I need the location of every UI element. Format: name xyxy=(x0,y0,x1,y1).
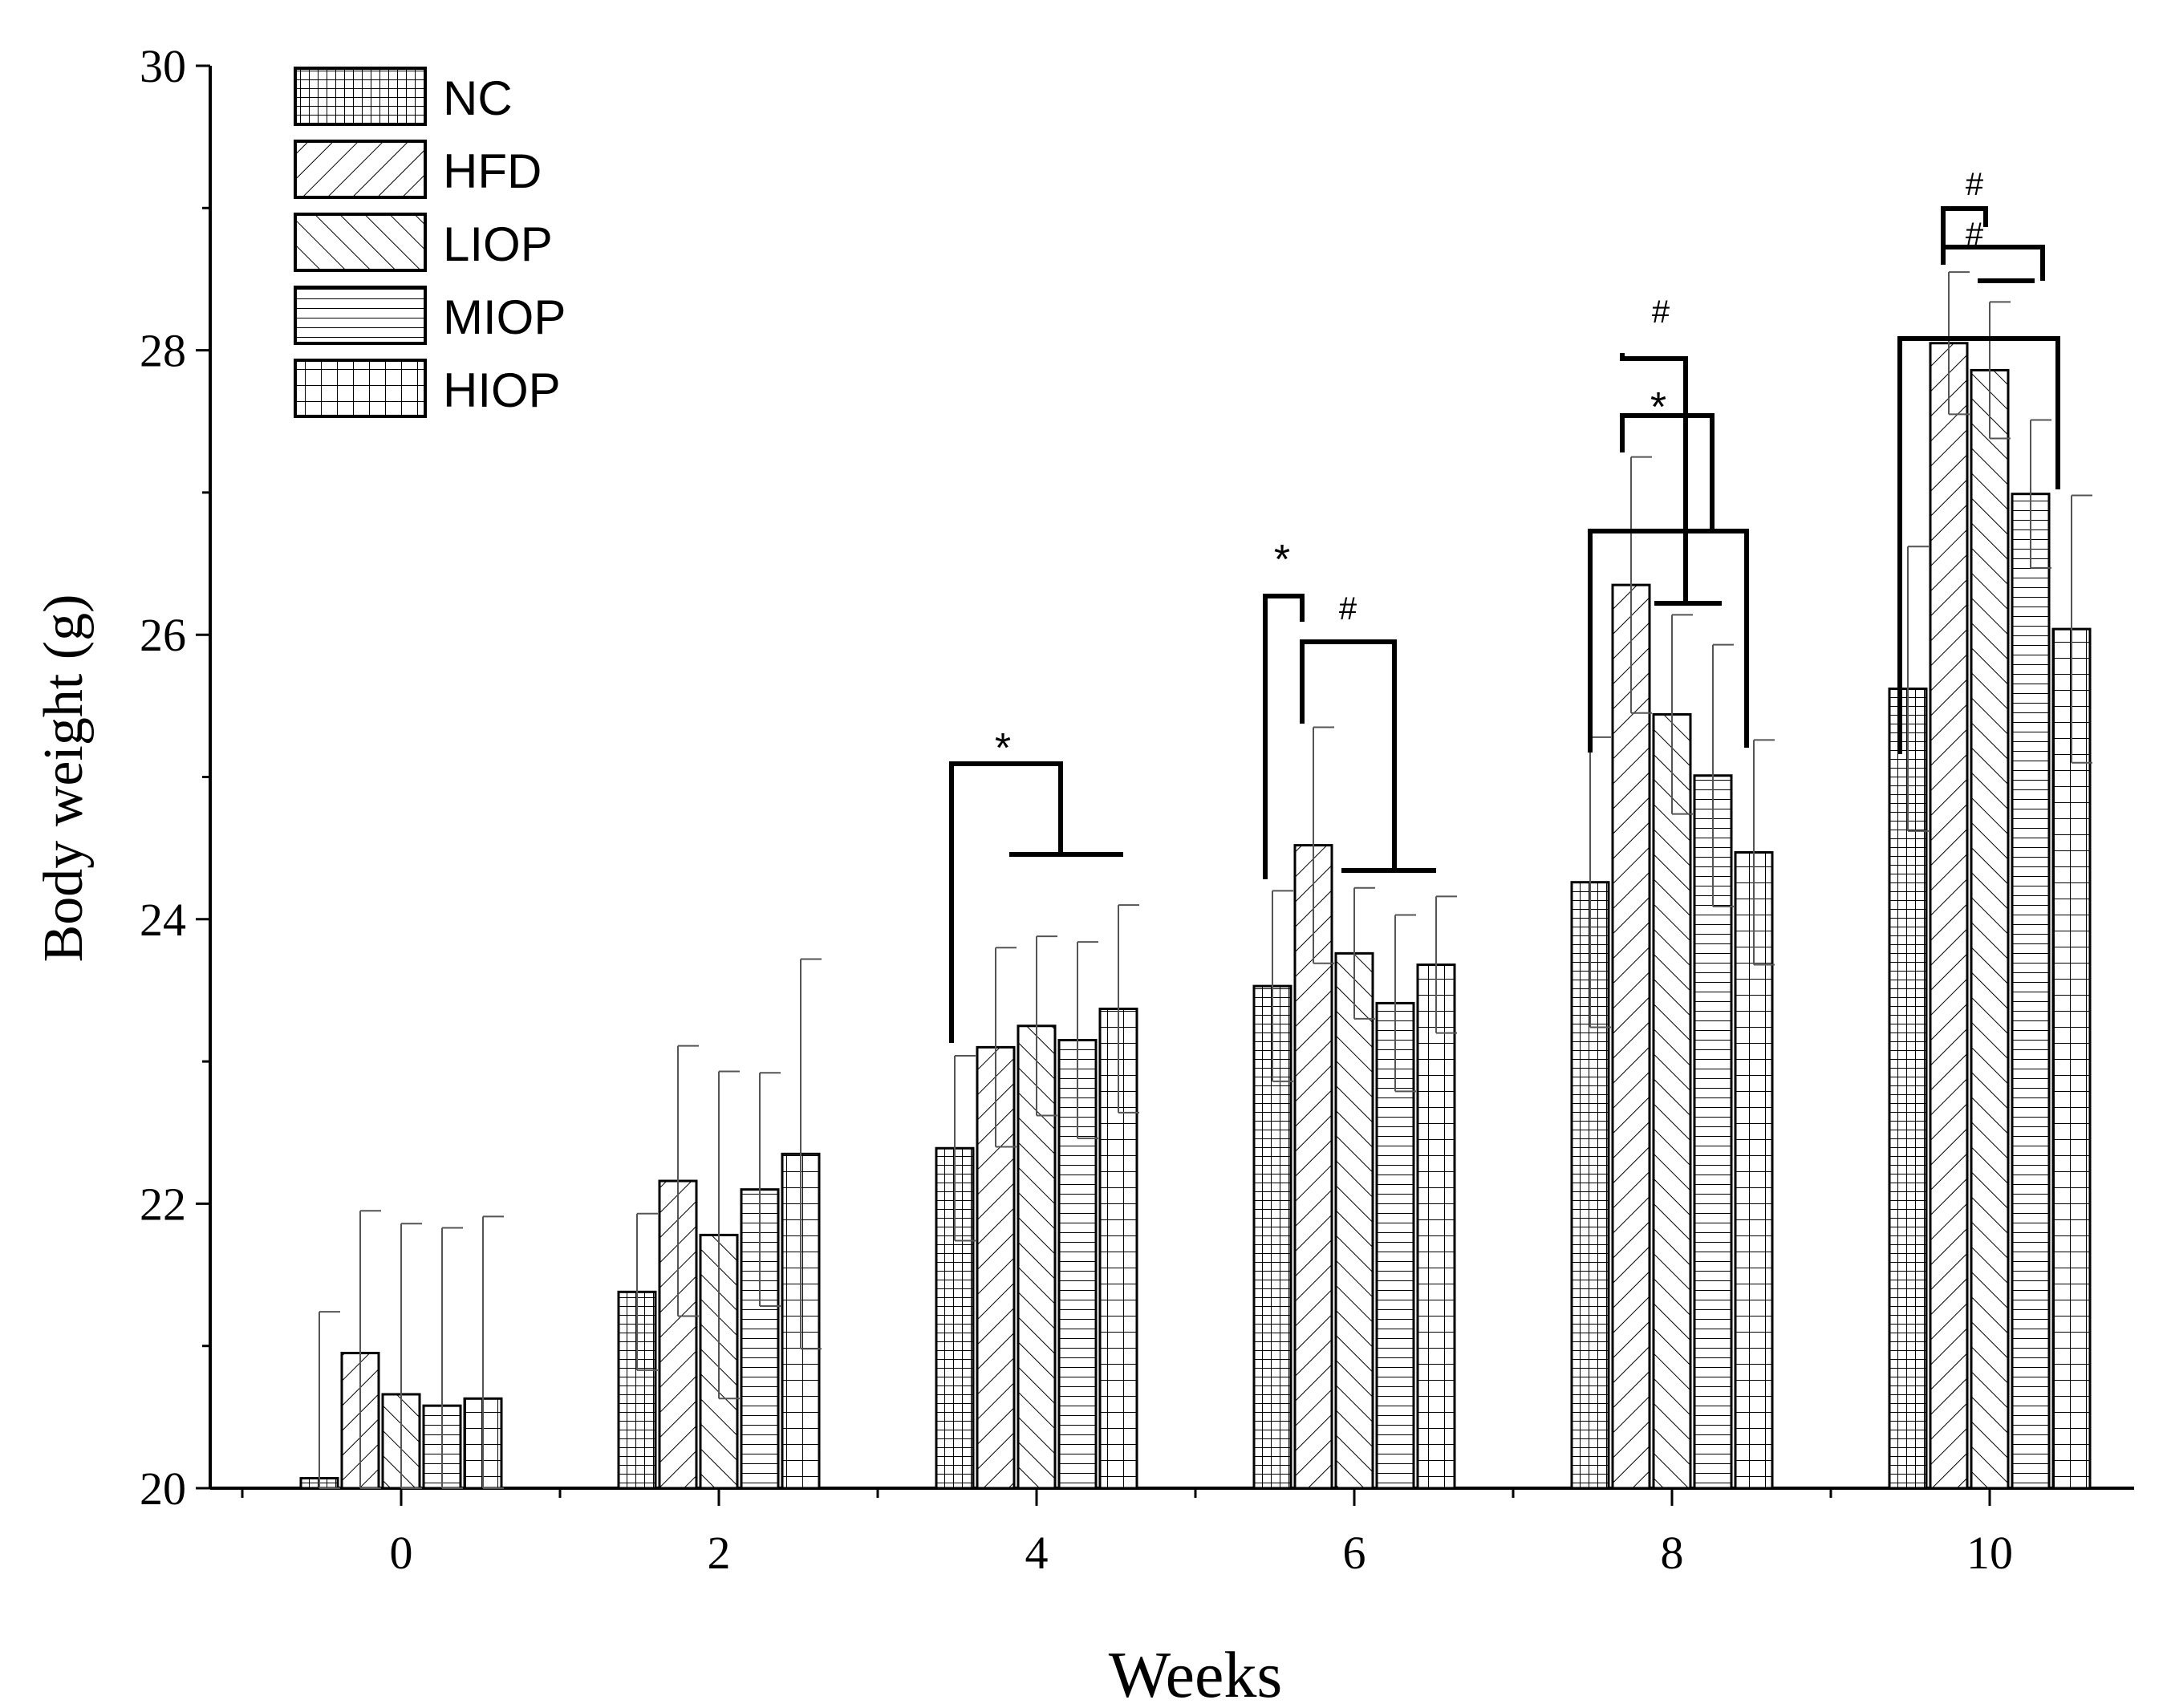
legend-swatch-liop xyxy=(294,213,427,272)
bar-hiop-week-6 xyxy=(1416,964,1456,1490)
legend-item-liop: LIOP xyxy=(294,213,553,272)
y-axis-title: Body weight (g) xyxy=(33,594,95,963)
bars xyxy=(299,342,2092,1490)
error-bar-liop-week-4 xyxy=(1036,935,1057,1117)
error-bar-hfd-week-6 xyxy=(1313,726,1334,964)
error-bar-miop-week-2 xyxy=(759,1072,781,1308)
legend-label-nc: NC xyxy=(443,71,513,125)
error-bar-hfd-week-8 xyxy=(1630,456,1652,714)
bar-hiop-week-10 xyxy=(2051,627,2092,1490)
error-bar-miop-week-10 xyxy=(2030,419,2051,569)
significance-symbol: # xyxy=(1966,167,1984,202)
error-bar-hfd-week-4 xyxy=(995,947,1017,1148)
y-tick-label-22: 22 xyxy=(140,1178,186,1230)
bar-liop-week-10 xyxy=(1970,368,2010,1490)
error-bar-nc-week-8 xyxy=(1589,736,1611,1028)
significance-symbol: # xyxy=(1652,294,1670,330)
y-tick-label-26: 26 xyxy=(140,609,186,661)
y-tick-label-20: 20 xyxy=(140,1463,186,1515)
legend-item-nc: NC xyxy=(294,67,513,126)
error-bar-hiop-week-0 xyxy=(482,1215,504,1489)
error-bars xyxy=(319,271,2092,1489)
significance-bracket-hash-week-6: # xyxy=(1300,591,1436,873)
error-bar-nc-week-6 xyxy=(1272,890,1293,1082)
bar-hfd-week-10 xyxy=(1929,342,1969,1490)
error-bar-liop-week-8 xyxy=(1671,614,1693,815)
bar-liop-week-6 xyxy=(1334,951,1374,1490)
significance-annotations: * * # # * # # xyxy=(949,167,2060,1043)
bar-liop-week-8 xyxy=(1652,712,1692,1490)
significance-bracket-spans xyxy=(1588,336,2060,754)
significance-symbol: * xyxy=(1650,384,1666,431)
x-tick-label-2: 2 xyxy=(708,1527,731,1579)
error-bar-hiop-week-2 xyxy=(800,958,822,1350)
error-bar-liop-week-0 xyxy=(400,1223,422,1489)
x-tick-label-8: 8 xyxy=(1661,1527,1684,1579)
legend: NC HFD LIOP MIOP HIOP xyxy=(294,67,566,418)
error-bar-nc-week-4 xyxy=(954,1055,976,1242)
significance-bracket-star-week-4: * xyxy=(949,725,1123,1043)
legend-label-hiop: HIOP xyxy=(443,363,561,417)
x-ticks: 0 2 4 6 8 10 xyxy=(241,1488,2013,1579)
legend-item-miop: MIOP xyxy=(294,286,566,345)
error-bar-nc-week-2 xyxy=(636,1212,658,1371)
error-bar-miop-week-8 xyxy=(1712,643,1734,907)
y-tick-label-24: 24 xyxy=(140,894,186,946)
legend-swatch-hfd xyxy=(294,140,427,199)
bar-hfd-week-2 xyxy=(658,1179,698,1490)
x-tick-label-6: 6 xyxy=(1343,1527,1366,1579)
legend-label-hfd: HFD xyxy=(443,144,542,198)
significance-symbol: * xyxy=(995,725,1011,772)
bar-miop-week-10 xyxy=(2011,493,2051,1490)
bar-hfd-week-8 xyxy=(1611,583,1651,1490)
significance-symbol: # xyxy=(1339,591,1357,627)
error-bar-hfd-week-10 xyxy=(1948,271,1970,416)
error-bar-hiop-week-6 xyxy=(1435,895,1457,1034)
error-bar-miop-week-0 xyxy=(441,1227,463,1489)
error-bar-liop-week-2 xyxy=(718,1070,740,1400)
significance-bracket-star-week-8: * xyxy=(1620,384,1715,529)
x-tick-label-0: 0 xyxy=(390,1527,413,1579)
error-bar-miop-week-4 xyxy=(1077,941,1098,1139)
error-bar-hiop-week-8 xyxy=(1753,739,1775,966)
error-bar-hfd-week-2 xyxy=(677,1045,699,1317)
error-bar-nc-week-10 xyxy=(1907,546,1929,832)
significance-symbol: * xyxy=(1274,537,1290,583)
error-bar-nc-week-0 xyxy=(319,1311,340,1489)
significance-bracket-star-week-6: * xyxy=(1263,537,1305,879)
legend-label-miop: MIOP xyxy=(443,290,566,344)
legend-item-hiop: HIOP xyxy=(294,359,561,418)
significance-bracket-hash-week-10: # xyxy=(1941,217,2045,283)
x-tick-label-10: 10 xyxy=(1966,1527,2013,1579)
significance-bracket-hash-week-10: # xyxy=(1941,167,1988,265)
error-bar-hfd-week-0 xyxy=(359,1210,381,1489)
y-tick-label-28: 28 xyxy=(140,325,186,377)
significance-symbol: # xyxy=(1966,217,1984,252)
legend-swatch-miop xyxy=(294,286,427,345)
legend-item-hfd: HFD xyxy=(294,140,542,199)
error-bar-liop-week-6 xyxy=(1353,886,1375,1020)
legend-label-liop: LIOP xyxy=(443,217,553,271)
legend-swatch-hiop xyxy=(294,359,427,418)
y-ticks: 20 22 24 26 28 30 xyxy=(140,40,210,1515)
x-axis-title: Weeks xyxy=(1109,1638,1283,1708)
legend-swatch-nc xyxy=(294,67,427,126)
error-bar-miop-week-6 xyxy=(1394,914,1416,1093)
significance-bracket-hash-week-8: # xyxy=(1620,294,1722,606)
error-bar-hiop-week-10 xyxy=(2071,494,2092,764)
y-tick-label-30: 30 xyxy=(140,40,186,92)
error-bar-liop-week-10 xyxy=(1989,301,2011,440)
axes xyxy=(209,66,2134,1490)
error-bar-hiop-week-4 xyxy=(1118,904,1139,1114)
x-tick-label-4: 4 xyxy=(1025,1527,1049,1579)
